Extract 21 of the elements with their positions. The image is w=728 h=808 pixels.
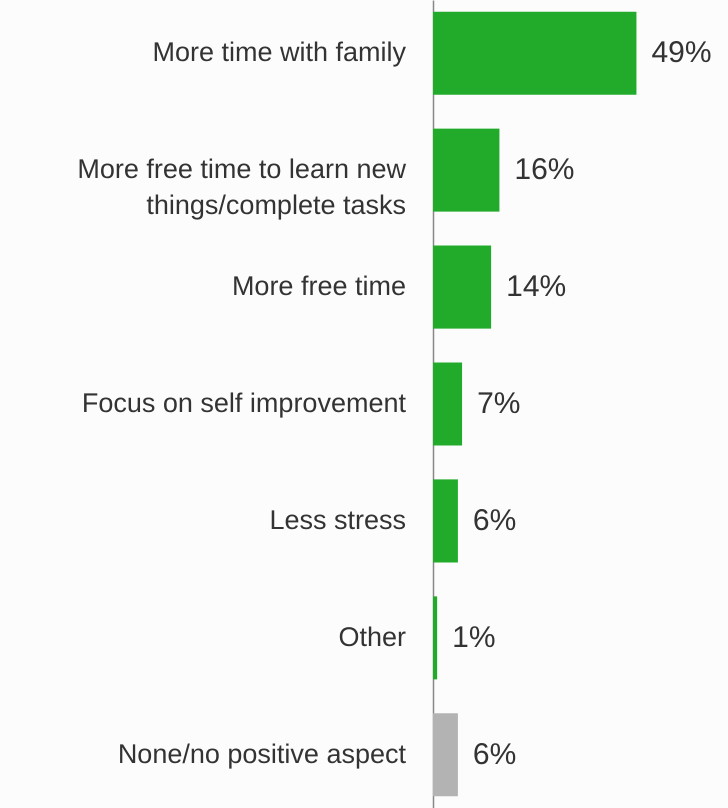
bar bbox=[433, 596, 438, 680]
y-tick-label: Less stress bbox=[269, 504, 406, 535]
bar bbox=[433, 128, 500, 212]
bar bbox=[433, 713, 458, 796]
data-label: 14% bbox=[506, 270, 566, 304]
y-tick-label: More time with family bbox=[152, 37, 406, 68]
y-tick-label: Other bbox=[338, 622, 406, 652]
y-tick-label: More free time to learn new things/complete tasks bbox=[77, 154, 406, 220]
data-label: 7% bbox=[477, 387, 520, 420]
bar bbox=[433, 362, 462, 446]
data-label: 1% bbox=[452, 620, 496, 654]
data-label: 49% bbox=[651, 36, 712, 70]
bar bbox=[433, 479, 458, 562]
data-label: 6% bbox=[472, 504, 516, 537]
bar bbox=[433, 246, 492, 329]
y-tick-label: More free time bbox=[232, 271, 406, 302]
bar bbox=[433, 12, 636, 95]
data-label: 16% bbox=[514, 153, 574, 186]
y-tick-label: Focus on self improvement bbox=[82, 388, 406, 418]
y-tick-label: None/no positive aspect bbox=[118, 738, 406, 769]
data-label: 6% bbox=[472, 738, 516, 771]
